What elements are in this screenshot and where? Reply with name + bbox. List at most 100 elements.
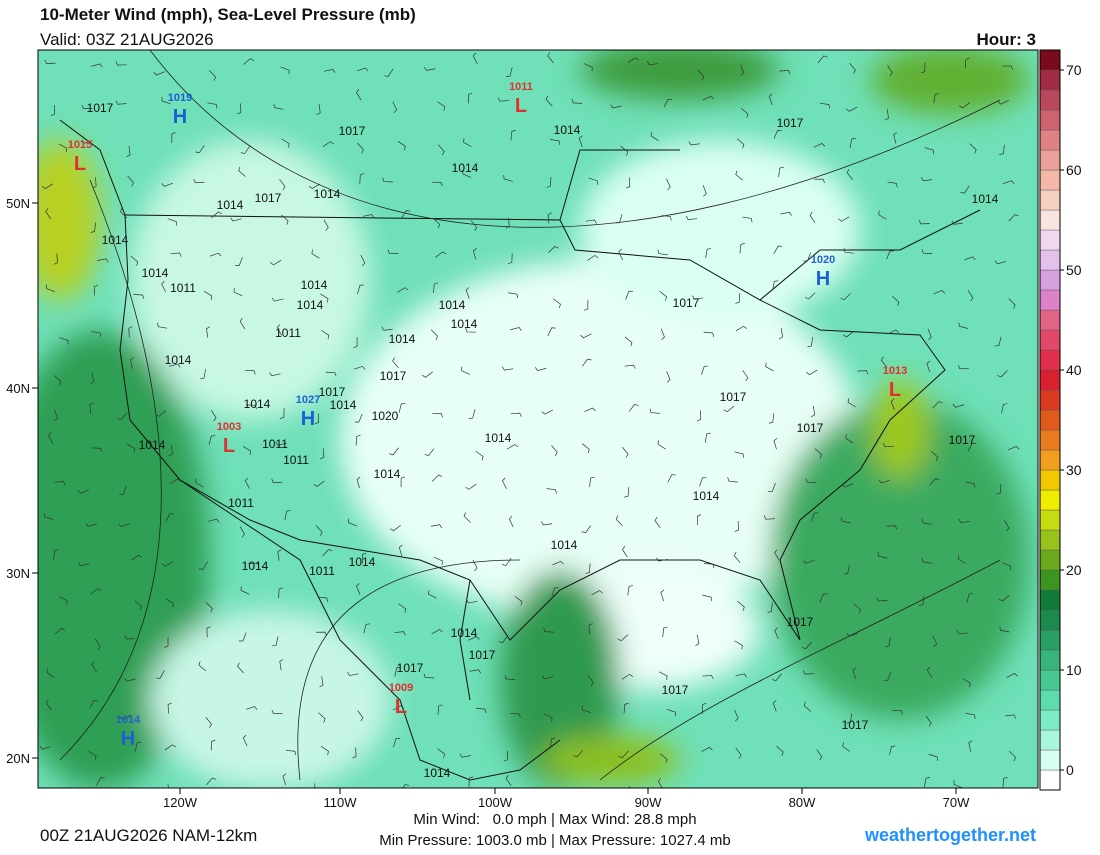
wind-barb (546, 177, 552, 188)
wind-barb (845, 433, 854, 444)
wind-barb (207, 102, 218, 109)
wind-barb (437, 144, 445, 156)
lon-label: 110W (324, 795, 358, 810)
wind-barb (932, 401, 943, 409)
lon-label: 80W (789, 795, 816, 810)
wind-barb (801, 641, 812, 650)
isobar-label: 1014 (554, 123, 581, 137)
colorbar-swatch (1039, 709, 1061, 731)
wind-barb (505, 217, 510, 229)
wind-barb (45, 208, 52, 220)
wind-barb (92, 177, 97, 189)
wind-barb (314, 783, 317, 788)
wind-barb (624, 364, 636, 369)
wind-barb (1004, 520, 1010, 532)
wind-barb (463, 138, 472, 147)
wind-barb (1002, 65, 1014, 70)
wind-barb (508, 292, 519, 299)
colorbar-swatch (1039, 229, 1061, 251)
colorbar-swatch (1039, 509, 1061, 531)
wind-barb (126, 145, 131, 158)
wind-barb (778, 166, 784, 178)
wind-barb (153, 71, 165, 76)
wind-barb (437, 704, 443, 715)
wind-barb (765, 362, 774, 372)
wind-barb (742, 216, 753, 223)
wind-barb (130, 357, 135, 369)
wind-barb (508, 515, 514, 528)
wind-barb (846, 713, 853, 724)
wind-barb (962, 678, 971, 688)
wind-barb (887, 329, 899, 335)
wind-barb (768, 482, 776, 492)
wind-barb (666, 708, 676, 717)
wind-barb (130, 255, 139, 266)
colorbar-tick-label: 10 (1066, 662, 1082, 678)
wind-barb (884, 109, 889, 121)
wind-barb (926, 360, 931, 373)
wind-barb (654, 517, 661, 529)
wind-barb (964, 256, 976, 261)
wind-barb (840, 517, 851, 524)
wind-barb (928, 753, 938, 761)
lat-label: 40N (6, 381, 30, 396)
wind-barb (124, 635, 136, 640)
wind-barb (736, 138, 745, 149)
wind-barb (660, 589, 665, 602)
wind-barb (504, 674, 516, 681)
wind-barb (466, 599, 478, 604)
wind-barb (208, 518, 220, 523)
wind-barb (360, 254, 366, 267)
wind-barb (547, 212, 552, 224)
wind-barb (1008, 298, 1016, 309)
wind-barb (807, 337, 813, 348)
wind-barb (273, 103, 284, 110)
wind-barb (437, 101, 446, 111)
wind-barb (91, 661, 97, 673)
wind-barb (803, 252, 811, 262)
wind-barb (198, 561, 208, 570)
wind-barb (421, 371, 433, 378)
wind-barb (883, 672, 892, 682)
wind-barb (994, 336, 1002, 347)
wind-barb (238, 166, 246, 177)
wind-barb (927, 328, 932, 341)
wind-barb (323, 219, 329, 231)
wind-barb (394, 666, 401, 677)
wind-barb (999, 626, 1010, 633)
colorbar-swatch (1039, 449, 1061, 471)
colorbar-swatch (1039, 149, 1061, 171)
wind-barb (646, 61, 659, 66)
wind-barb (705, 248, 712, 259)
isobar-label: 1017 (787, 615, 814, 629)
wind-barb (356, 142, 364, 154)
wind-barb (280, 66, 290, 75)
isobar-label: 1017 (319, 385, 346, 399)
isobar-label: 1011 (228, 496, 254, 510)
wind-barb (662, 626, 668, 638)
wind-barb (205, 602, 213, 613)
wind-barb (805, 478, 817, 483)
wind-barb (461, 366, 470, 375)
wind-barb (617, 634, 629, 642)
wind-barb (356, 89, 362, 101)
wind-barbs (39, 52, 1020, 788)
wind-barb (702, 95, 714, 101)
wind-barb (243, 58, 254, 65)
wind-barb (886, 525, 898, 530)
wind-barb (276, 324, 282, 336)
wind-barb (279, 179, 286, 190)
wind-barb (44, 59, 56, 65)
isobar-label: 1014 (102, 233, 129, 247)
wind-barb (704, 432, 711, 443)
isobar-label: 1014 (349, 555, 376, 569)
colorbar-tick-label: 0 (1066, 762, 1074, 778)
wind-barb (468, 636, 480, 641)
wind-barb (118, 523, 130, 528)
wind-barb (702, 594, 713, 602)
wind-barb (131, 554, 143, 561)
wind-barb (581, 705, 592, 713)
wind-barb (91, 447, 103, 453)
wind-barb (547, 52, 554, 64)
wind-barb (966, 593, 974, 603)
